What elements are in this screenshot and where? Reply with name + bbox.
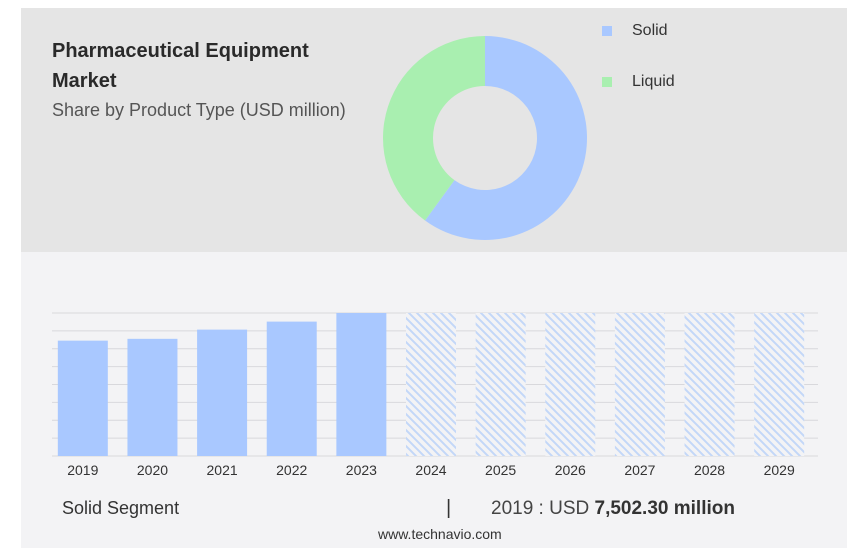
segment-value-amount: 7,502.30 million (594, 498, 735, 519)
x-tick-label-2026: 2026 (555, 462, 586, 478)
bar-2024 (406, 313, 456, 456)
bar-2026 (545, 313, 596, 456)
x-tick-label-2023: 2023 (346, 462, 377, 478)
donut-slice-solid (425, 36, 587, 240)
x-tick-label-2025: 2025 (485, 462, 516, 478)
legend-label-liquid: Liquid (632, 73, 675, 90)
chart-subtitle: Share by Product Type (USD million) (52, 100, 346, 120)
bar-2029 (754, 313, 805, 456)
donut-slice-liquid (383, 36, 485, 221)
footer-divider: | (446, 497, 452, 519)
chart-title-line-2: Market (52, 70, 117, 92)
bar-chart-bars (57, 313, 805, 456)
bar-2027 (614, 313, 665, 456)
bar-2020 (127, 338, 178, 456)
x-tick-label-2028: 2028 (694, 462, 725, 478)
legend-item-solid: Solid (602, 22, 668, 40)
x-tick-label-2019: 2019 (67, 462, 98, 478)
x-tick-label-2020: 2020 (137, 462, 168, 478)
bar-2023 (336, 313, 387, 456)
segment-label: Solid Segment (62, 498, 180, 518)
bar-2021 (197, 329, 248, 456)
bar-chart-x-ticks: 2019 2020 2021 2022 2023 2024 2025 2026 2027 2028… (67, 462, 795, 478)
bar-2022 (266, 321, 317, 456)
x-tick-label-2027: 2027 (624, 462, 655, 478)
x-tick-label-2029: 2029 (764, 462, 795, 478)
bar-2019 (57, 340, 108, 456)
x-tick-label-2022: 2022 (276, 462, 307, 478)
segment-value: 2019 : USD 7,502.30 million (491, 498, 735, 520)
x-tick-label-2024: 2024 (415, 462, 446, 478)
segment-value-prefix: 2019 : USD (491, 498, 595, 519)
legend-label-solid: Solid (632, 22, 668, 39)
chart-title: Pharmaceutical Equipment Market (52, 36, 309, 96)
legend-swatch-liquid (602, 77, 612, 87)
bar-2028 (684, 313, 735, 456)
bar-2025 (475, 313, 526, 456)
chart-title-line-1: Pharmaceutical Equipment (52, 40, 309, 62)
legend-swatch-solid (602, 26, 612, 36)
donut-chart (383, 36, 587, 240)
source-link[interactable]: www.technavio.com (378, 526, 502, 542)
x-tick-label-2021: 2021 (207, 462, 238, 478)
legend-item-liquid: Liquid (602, 73, 675, 91)
